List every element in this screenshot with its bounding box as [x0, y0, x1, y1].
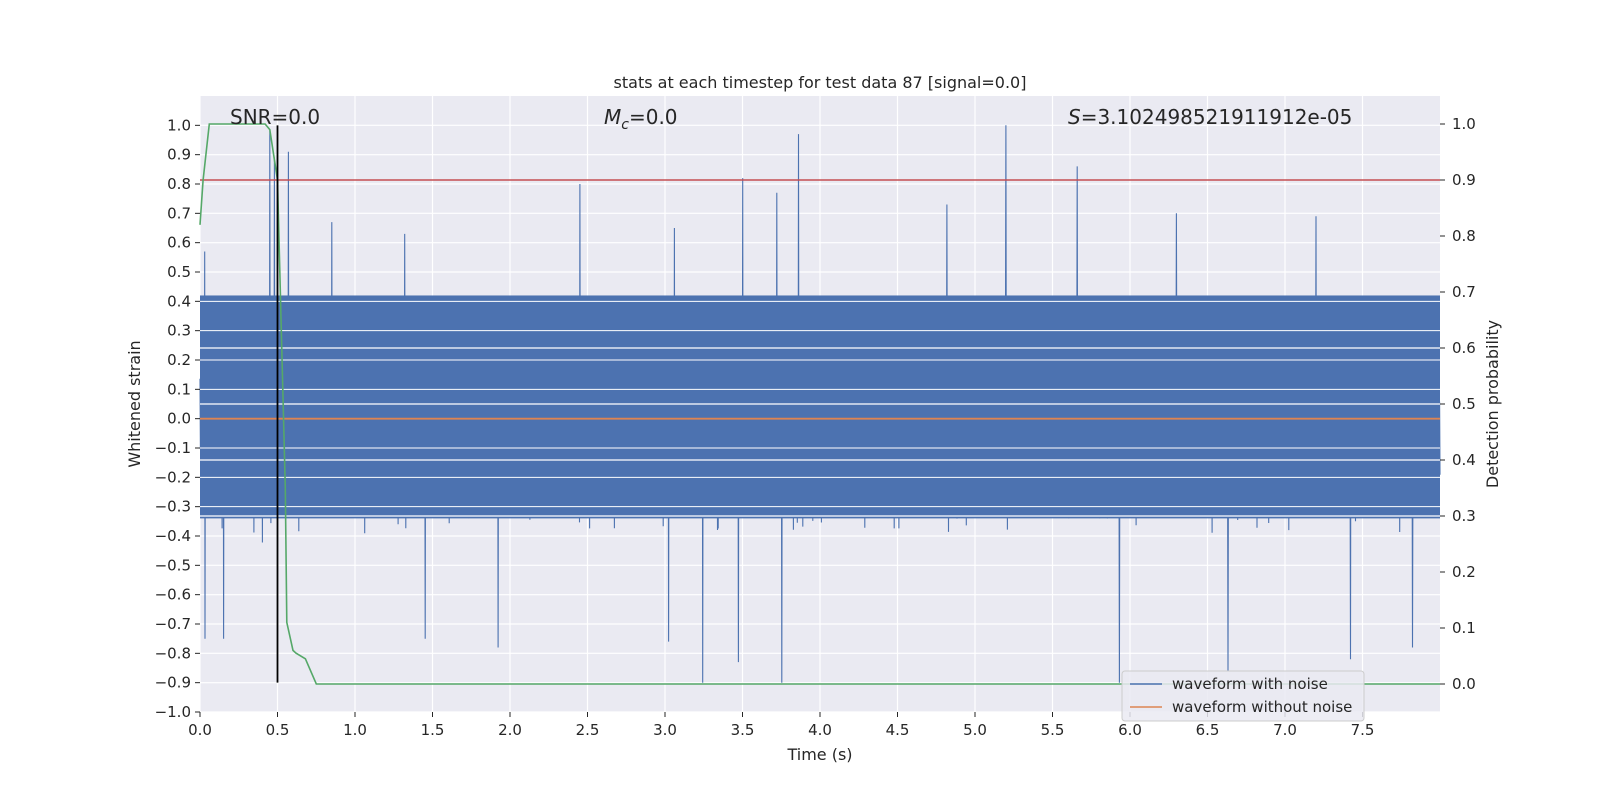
- x-tick-label: 3.5: [731, 721, 755, 739]
- y-right-tick-label: 0.8: [1452, 227, 1476, 245]
- y-left-tick-label: −0.1: [155, 439, 191, 457]
- legend-label-noise: waveform with noise: [1172, 675, 1328, 693]
- y-left-tick-label: −0.4: [155, 527, 191, 545]
- y-left-tick-label: −1.0: [155, 703, 191, 721]
- x-tick-label: 7.5: [1351, 721, 1375, 739]
- x-tick-label: 0.0: [188, 721, 212, 739]
- y-left-tick-label: −0.9: [155, 674, 191, 692]
- snr-annotation: SNR=0.0: [230, 105, 320, 129]
- y-left-tick-label: 0.0: [167, 410, 191, 428]
- y-left-tick-label: 0.7: [167, 204, 191, 222]
- overlay-layer: [199, 123, 1440, 685]
- y-left-tick-label: 0.4: [167, 292, 191, 310]
- y-left-tick-label: 0.5: [167, 263, 191, 281]
- x-tick-label: 1.5: [421, 721, 445, 739]
- chirp-mass-annotation: Mc=0.0: [604, 105, 678, 133]
- y-right-tick-label: 0.0: [1452, 675, 1476, 693]
- y-left-tick-label: −0.7: [155, 615, 191, 633]
- y-left-tick-label: −0.6: [155, 586, 191, 604]
- ticks: 0.0 0.5 1.0 1.5 2.0 2.5 3.0 3.5 4.0 4.5 5.0 5.5 6.0 6…: [155, 115, 1476, 739]
- y-left-tick-label: 1.0: [167, 116, 191, 134]
- legend-box: [1121, 670, 1365, 722]
- y-left-tick-label: 0.8: [167, 175, 191, 193]
- y-right-tick-label: 0.2: [1452, 563, 1476, 581]
- y-left-tick-label: 0.6: [167, 234, 191, 252]
- legend: waveform with noise waveform without noi…: [1121, 670, 1365, 722]
- x-tick-label: 6.5: [1196, 721, 1220, 739]
- x-tick-label: 4.5: [886, 721, 910, 739]
- y-left-tick-label: −0.3: [155, 498, 191, 516]
- y-right-tick-label: 1.0: [1452, 115, 1476, 133]
- y-axis-label-left: Whitened strain: [125, 340, 144, 467]
- y-left-tick-label: 0.3: [167, 322, 191, 340]
- y-left-tick-label: 0.9: [167, 146, 191, 164]
- series-detection-probability: [199, 123, 1440, 685]
- y-right-tick-label: 0.6: [1452, 339, 1476, 357]
- y-right-tick-label: 0.4: [1452, 451, 1476, 469]
- noise-waveform-layer: [199, 125, 1441, 683]
- y-left-tick-label: −0.2: [155, 468, 191, 486]
- y-right-tick-label: 0.5: [1452, 395, 1476, 413]
- x-axis-label: Time (s): [786, 745, 852, 764]
- y-left-tick-label: 0.1: [167, 380, 191, 398]
- y-right-tick-label: 0.9: [1452, 171, 1476, 189]
- y-right-tick-label: 0.3: [1452, 507, 1476, 525]
- x-tick-label: 4.0: [808, 721, 832, 739]
- chart-title: stats at each timestep for test data 87 …: [614, 73, 1027, 92]
- y-left-tick-label: 0.2: [167, 351, 191, 369]
- y-right-tick-label: 0.7: [1452, 283, 1476, 301]
- x-tick-label: 2.5: [576, 721, 600, 739]
- y-left-tick-label: −0.8: [155, 644, 191, 662]
- y-left-tick-label: −0.5: [155, 556, 191, 574]
- x-tick-label: 6.0: [1118, 721, 1142, 739]
- s-annotation: S=3.102498521911912e-05: [1068, 105, 1352, 129]
- y-axis-label-right: Detection probability: [1483, 320, 1502, 488]
- x-tick-label: 5.5: [1041, 721, 1065, 739]
- x-tick-label: 5.0: [963, 721, 987, 739]
- x-tick-label: 3.0: [653, 721, 677, 739]
- x-tick-label: 0.5: [266, 721, 290, 739]
- y-right-tick-label: 0.1: [1452, 619, 1476, 637]
- legend-label-clean: waveform without noise: [1172, 698, 1352, 716]
- x-tick-label: 2.0: [498, 721, 522, 739]
- series-waveform-with-noise-body: [200, 295, 1440, 519]
- x-tick-label: 1.0: [343, 721, 367, 739]
- x-tick-label: 7.0: [1273, 721, 1297, 739]
